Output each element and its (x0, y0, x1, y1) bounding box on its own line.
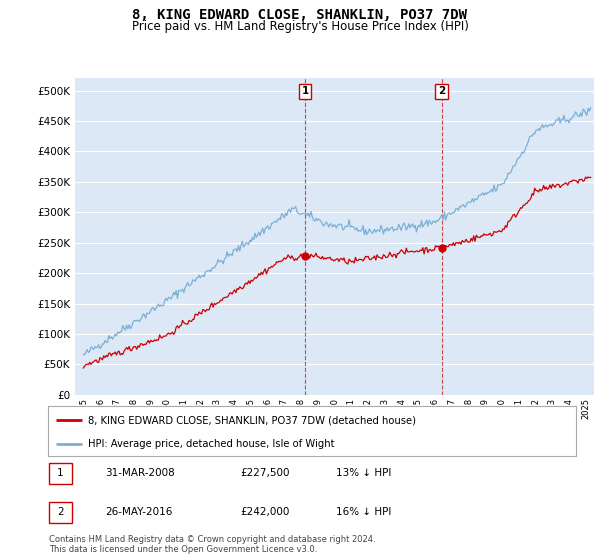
Text: 8, KING EDWARD CLOSE, SHANKLIN, PO37 7DW (detached house): 8, KING EDWARD CLOSE, SHANKLIN, PO37 7DW… (88, 415, 416, 425)
Text: 1: 1 (57, 468, 64, 478)
Text: 13% ↓ HPI: 13% ↓ HPI (336, 468, 391, 478)
Text: 2: 2 (438, 86, 445, 96)
Text: 16% ↓ HPI: 16% ↓ HPI (336, 507, 391, 517)
Text: Price paid vs. HM Land Registry's House Price Index (HPI): Price paid vs. HM Land Registry's House … (131, 20, 469, 32)
Text: 31-MAR-2008: 31-MAR-2008 (105, 468, 175, 478)
Text: Contains HM Land Registry data © Crown copyright and database right 2024.
This d: Contains HM Land Registry data © Crown c… (49, 535, 376, 554)
Text: 2: 2 (57, 507, 64, 517)
Text: £242,000: £242,000 (240, 507, 289, 517)
Text: HPI: Average price, detached house, Isle of Wight: HPI: Average price, detached house, Isle… (88, 439, 334, 449)
Text: 26-MAY-2016: 26-MAY-2016 (105, 507, 172, 517)
Text: £227,500: £227,500 (240, 468, 290, 478)
Text: 8, KING EDWARD CLOSE, SHANKLIN, PO37 7DW: 8, KING EDWARD CLOSE, SHANKLIN, PO37 7DW (133, 8, 467, 22)
Text: 1: 1 (302, 86, 309, 96)
